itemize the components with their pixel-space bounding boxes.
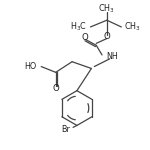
Text: CH$_3$: CH$_3$: [98, 2, 115, 15]
Text: H$_3$C: H$_3$C: [70, 21, 88, 33]
Text: HO: HO: [24, 62, 36, 71]
Text: O: O: [52, 84, 59, 93]
Text: O: O: [81, 33, 88, 42]
Text: NH: NH: [106, 52, 118, 61]
Text: Br: Br: [61, 125, 70, 134]
Text: O: O: [103, 32, 110, 41]
Text: CH$_3$: CH$_3$: [124, 21, 141, 33]
